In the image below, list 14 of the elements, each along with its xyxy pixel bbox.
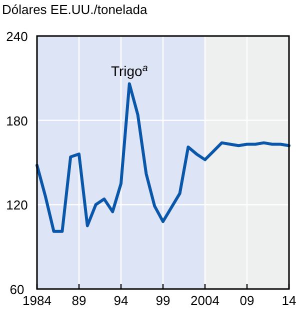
y-tick-label: 120 [6, 198, 28, 213]
y-axis-title: Dólares EE.UU./tonelada [2, 2, 148, 17]
y-tick-label: 60 [10, 282, 24, 297]
x-tick-label: 89 [72, 293, 86, 308]
x-tick-label: 2004 [190, 293, 220, 308]
x-tick-label: 09 [240, 293, 254, 308]
y-tick-label: 180 [6, 113, 28, 128]
annotation: Trigo$^{a}$ [110, 62, 148, 79]
x-tick-label: 99 [156, 293, 170, 308]
y-tick-label: 240 [6, 29, 28, 44]
x-tick-label: 14 [282, 293, 296, 308]
x-tick-label: 94 [114, 293, 128, 308]
x-tick-label: 1984 [22, 293, 52, 308]
line-series [36, 82, 290, 233]
